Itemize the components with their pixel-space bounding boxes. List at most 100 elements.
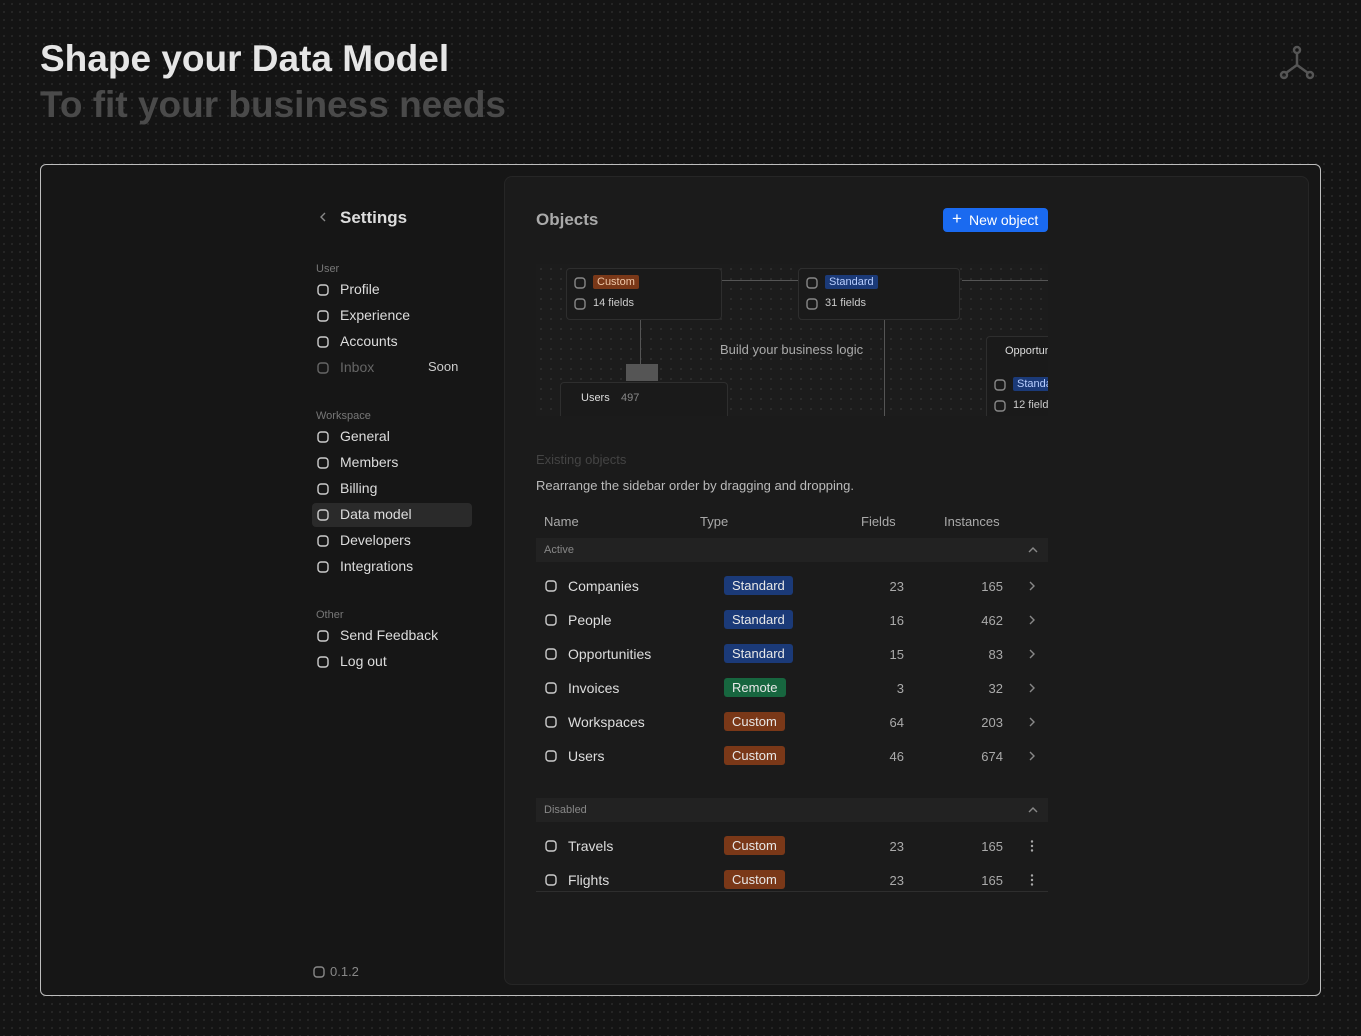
nav-item[interactable]: Send Feedback bbox=[340, 627, 439, 643]
card-tag: Standard bbox=[1013, 377, 1048, 391]
card-fields: 12 fields bbox=[1013, 399, 1048, 411]
icon bbox=[806, 277, 818, 289]
type-badge: Standard bbox=[724, 610, 793, 629]
active-item-bg bbox=[312, 503, 472, 527]
icon bbox=[545, 750, 557, 762]
icon bbox=[317, 457, 329, 469]
nav-item[interactable]: Members bbox=[340, 454, 399, 470]
icon bbox=[1030, 840, 1034, 852]
icon bbox=[1029, 581, 1035, 591]
nav-item[interactable]: Inbox bbox=[340, 359, 375, 375]
icon bbox=[1028, 547, 1038, 553]
icon bbox=[1029, 615, 1035, 625]
nav-item[interactable]: Developers bbox=[340, 532, 411, 548]
instances-count: 83 bbox=[988, 647, 1003, 662]
icon bbox=[1029, 717, 1035, 727]
diagram-card: Standard 31 fields bbox=[798, 268, 960, 320]
column-header: Name bbox=[544, 514, 579, 529]
section-desc: Rearrange the sidebar order by dragging … bbox=[536, 478, 854, 493]
icon bbox=[317, 509, 329, 521]
icon bbox=[317, 284, 329, 296]
group-label: Disabled bbox=[544, 804, 587, 816]
nav-item[interactable]: Experience bbox=[340, 307, 411, 323]
subheadline: To fit your business needs bbox=[40, 84, 507, 125]
instances-count: 462 bbox=[981, 613, 1003, 628]
card-fields: 14 fields bbox=[593, 297, 634, 309]
object-name[interactable]: People bbox=[568, 612, 612, 628]
card-tag: Standard bbox=[825, 275, 878, 289]
section-title: Existing objects bbox=[536, 452, 627, 467]
column-header: Instances bbox=[944, 514, 1000, 529]
object-name[interactable]: Flights bbox=[568, 872, 610, 888]
icon bbox=[545, 874, 557, 886]
nav-item[interactable]: Profile bbox=[340, 281, 380, 297]
headline: Shape your Data Model bbox=[40, 38, 450, 79]
diagram-card: Custom 14 fields bbox=[566, 268, 722, 320]
icon bbox=[1030, 874, 1034, 886]
fields-count: 3 bbox=[896, 681, 904, 696]
icon bbox=[317, 561, 329, 573]
nav-item[interactable]: Data model bbox=[340, 506, 412, 522]
nav-item[interactable]: Accounts bbox=[340, 333, 398, 349]
fields-count: 46 bbox=[889, 749, 904, 764]
section-label: Workspace bbox=[316, 410, 371, 422]
icon bbox=[317, 483, 329, 495]
instances-count: 203 bbox=[981, 715, 1003, 730]
connector bbox=[640, 320, 641, 380]
icon bbox=[317, 336, 329, 348]
icon bbox=[574, 298, 586, 310]
fields-count: 23 bbox=[889, 579, 904, 594]
type-badge: Standard bbox=[724, 576, 793, 595]
button-label[interactable]: New object bbox=[969, 212, 1039, 228]
users-name: Users bbox=[581, 392, 610, 404]
connector bbox=[720, 280, 800, 281]
settings-title[interactable]: Settings bbox=[340, 208, 408, 227]
connector bbox=[884, 320, 885, 416]
icon bbox=[1029, 683, 1035, 693]
icon bbox=[545, 614, 557, 626]
icon bbox=[313, 966, 325, 978]
icon bbox=[545, 648, 557, 660]
users-card: Users 497 bbox=[560, 382, 728, 416]
object-name[interactable]: Workspaces bbox=[568, 714, 645, 730]
type-badge: Standard bbox=[724, 644, 793, 663]
icon bbox=[320, 212, 326, 222]
card-name: Opportunities bbox=[1005, 345, 1048, 357]
object-name[interactable]: Users bbox=[568, 748, 605, 764]
icon bbox=[317, 656, 329, 668]
soon-badge: Soon bbox=[428, 359, 459, 374]
fields-count: 16 bbox=[889, 613, 904, 628]
object-name[interactable]: Companies bbox=[568, 578, 639, 594]
new-object-button[interactable]: + New object bbox=[943, 208, 1048, 232]
object-name[interactable]: Opportunities bbox=[568, 646, 652, 662]
group-header bbox=[536, 538, 1048, 562]
fields-count: 23 bbox=[889, 873, 904, 888]
version: 0.1.2 bbox=[330, 964, 359, 979]
column-header: Fields bbox=[861, 514, 896, 529]
objects-title: Objects bbox=[536, 210, 599, 229]
section-label: Other bbox=[316, 609, 344, 621]
icon bbox=[994, 400, 1006, 412]
card-fields: 31 fields bbox=[825, 297, 866, 309]
logo-icon bbox=[1279, 45, 1315, 80]
diagram-card: Opportunities Standard 12 fields bbox=[986, 336, 1048, 416]
column-header: Type bbox=[700, 514, 729, 529]
icon bbox=[317, 310, 329, 322]
icon bbox=[545, 682, 557, 694]
nav-item[interactable]: General bbox=[340, 428, 390, 444]
section-label: User bbox=[316, 263, 340, 275]
nav-item[interactable]: Integrations bbox=[340, 558, 414, 574]
icon bbox=[1029, 751, 1035, 761]
nav-item[interactable]: Log out bbox=[340, 653, 387, 669]
object-name[interactable]: Invoices bbox=[568, 680, 620, 696]
icon bbox=[1029, 649, 1035, 659]
instances-count: 32 bbox=[988, 681, 1003, 696]
nav-item[interactable]: Billing bbox=[340, 480, 378, 496]
icon bbox=[1028, 807, 1038, 813]
icon bbox=[806, 298, 818, 310]
icon bbox=[545, 716, 557, 728]
icon bbox=[545, 580, 557, 592]
object-name[interactable]: Travels bbox=[568, 838, 614, 854]
fields-count: 64 bbox=[889, 715, 904, 730]
type-badge: Custom bbox=[724, 836, 785, 855]
